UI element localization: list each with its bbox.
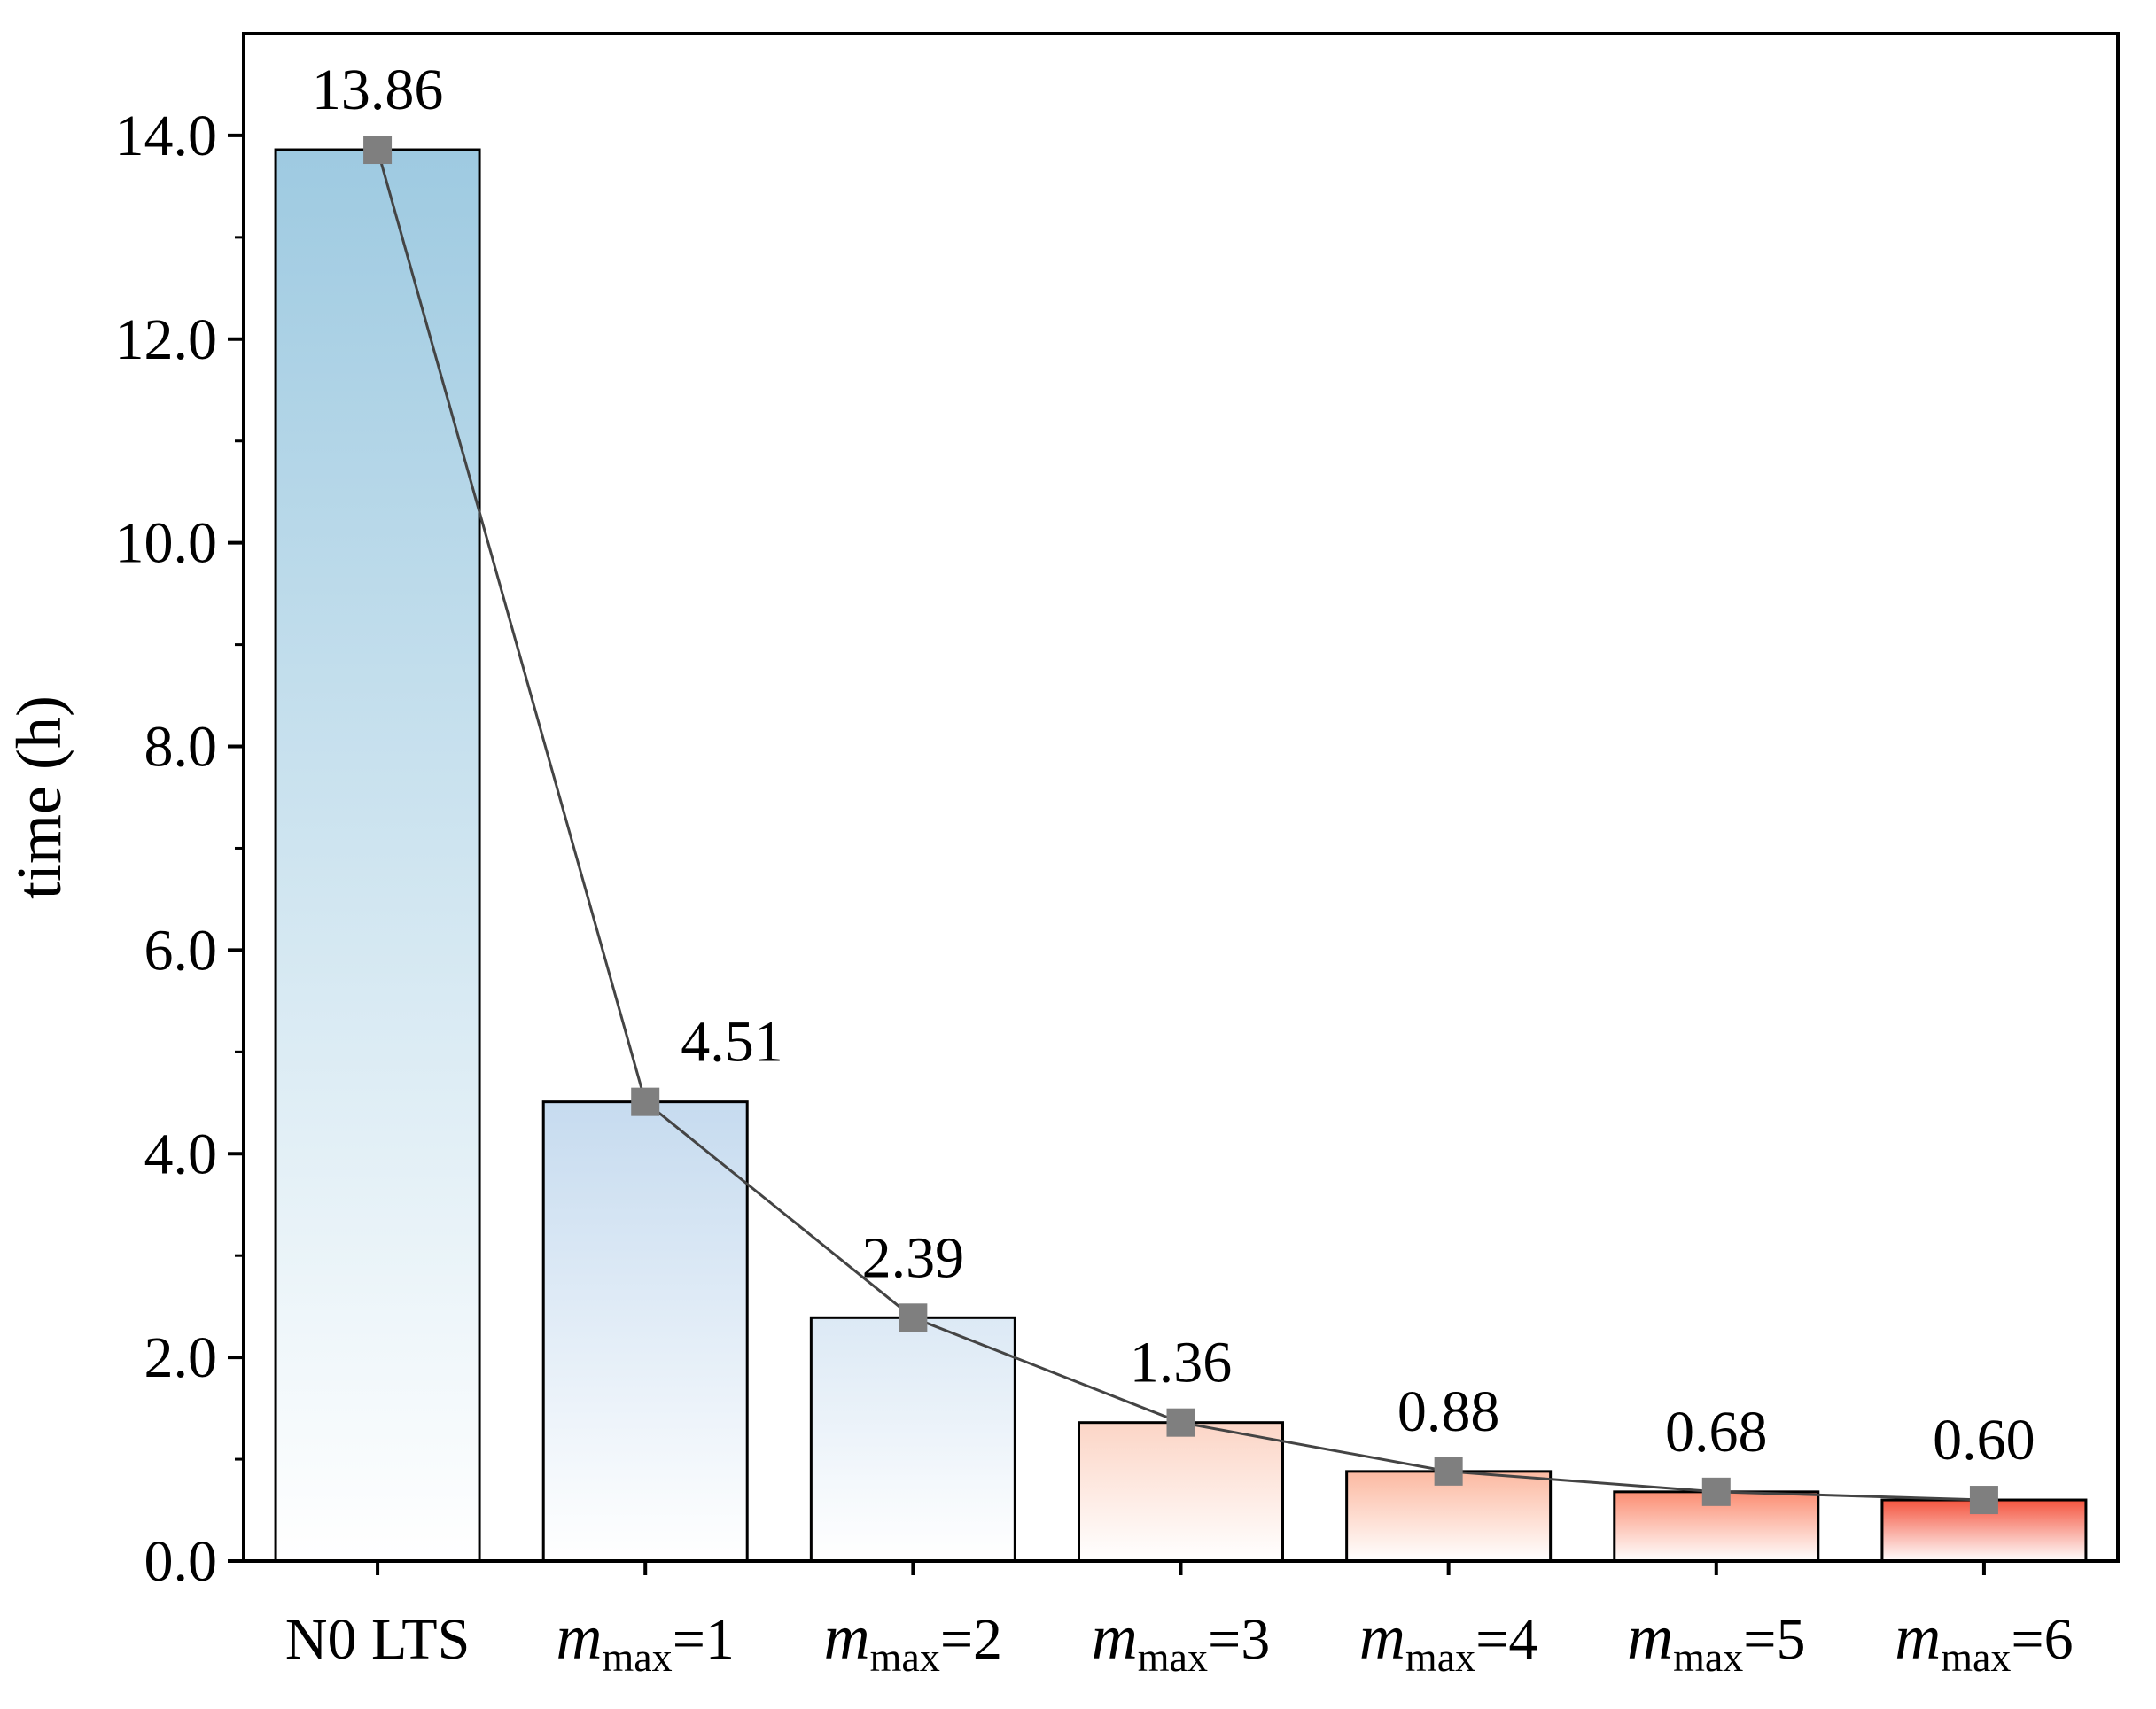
line-marker-5	[1701, 1477, 1731, 1506]
axes-layer	[228, 32, 2120, 1575]
trend-line-layer	[363, 136, 1998, 1515]
y-tick-label-6: 12.0	[115, 307, 218, 372]
data-label-5: 0.68	[1665, 1400, 1768, 1464]
bar-0	[274, 148, 481, 1563]
x-tick-label-0: N0 LTS	[285, 1607, 470, 1672]
line-marker-0	[363, 136, 393, 165]
data-label-0: 13.86	[312, 58, 444, 122]
y-tick-label-1: 2.0	[144, 1325, 218, 1390]
y-tick-label-3: 6.0	[144, 918, 218, 983]
x-tick-label-1: mmax=1	[556, 1602, 734, 1680]
data-label-4: 0.88	[1397, 1379, 1500, 1444]
bar-2	[809, 1316, 1016, 1563]
x-tick-label-5: mmax=5	[1627, 1602, 1805, 1680]
line-marker-4	[1434, 1457, 1463, 1486]
y-tick-label-2: 4.0	[144, 1122, 218, 1186]
x-tick-label-3: mmax=3	[1092, 1602, 1270, 1680]
data-label-2: 2.39	[862, 1225, 965, 1290]
line-marker-3	[1166, 1408, 1195, 1437]
x-tick-label-4: mmax=4	[1359, 1602, 1537, 1680]
line-marker-6	[1969, 1486, 1998, 1515]
data-label-3: 1.36	[1130, 1331, 1233, 1395]
bar-1	[541, 1100, 749, 1563]
bar-3	[1078, 1421, 1284, 1563]
y-axis-title: time (h)	[4, 695, 74, 899]
y-tick-label-5: 10.0	[115, 511, 218, 576]
y-tick-label-4: 8.0	[144, 715, 218, 780]
line-marker-1	[631, 1087, 660, 1116]
x-tick-label-6: mmax=6	[1895, 1602, 2073, 1680]
x-tick-label-2: mmax=2	[824, 1602, 1002, 1680]
labels-layer: 13.86 4.51 2.39 1.36 0.88 0.68 0.60 0.0 2.0 4.0 6.…	[115, 58, 2074, 1680]
data-label-6: 0.60	[1933, 1408, 2035, 1472]
data-label-1: 4.51	[681, 1010, 783, 1075]
y-tick-label-0: 0.0	[144, 1529, 218, 1594]
line-marker-2	[899, 1303, 928, 1332]
y-tick-label-7: 14.0	[115, 104, 218, 168]
